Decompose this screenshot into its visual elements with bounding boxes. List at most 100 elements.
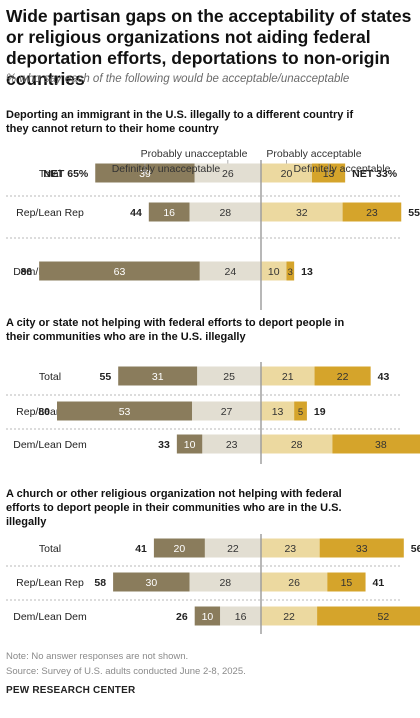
value-label-definitely-unacceptable: 10 (184, 439, 196, 451)
value-label-probably-acceptable: 23 (284, 543, 296, 555)
bar-probably-acceptable (261, 606, 318, 626)
bar-probably-acceptable (261, 366, 315, 386)
pew-research-center-logo: PEW RESEARCH CENTER (6, 685, 136, 696)
value-label-probably-acceptable: 32 (296, 207, 308, 219)
bar-definitely-unacceptable (39, 261, 200, 281)
diverging-bar-chart: Deporting an immigrant in the U.S. illeg… (6, 109, 420, 634)
bar-probably-unacceptable (194, 163, 261, 183)
net-unacceptable-label: 55 (100, 371, 112, 383)
value-label-probably-unacceptable: 28 (219, 577, 231, 589)
value-label-probably-acceptable: 26 (288, 577, 300, 589)
net-unacceptable-label: 26 (176, 611, 188, 623)
net-acceptable-label: 19 (314, 406, 326, 418)
source-note: Source: Survey of U.S. adults conducted … (6, 666, 246, 677)
value-label-probably-acceptable: 22 (283, 611, 295, 623)
group-label: Dem/Lean Dem (13, 611, 87, 623)
value-label-probably-acceptable: 20 (281, 168, 293, 180)
value-label-definitely-unacceptable: 63 (114, 266, 126, 278)
bar-probably-unacceptable (199, 261, 261, 281)
panel-title: their communities who are in the U.S. il… (6, 331, 246, 343)
bar-probably-acceptable (261, 434, 333, 454)
bar-definitely-unacceptable (194, 606, 221, 626)
bar-definitely-acceptable (286, 261, 295, 281)
net-unacceptable-label: 41 (135, 543, 147, 555)
bar-definitely-acceptable (327, 572, 366, 592)
value-label-definitely-acceptable: 22 (337, 371, 349, 383)
footnote: Note: No answer responses are not shown. (6, 651, 189, 662)
value-label-definitely-unacceptable: 30 (146, 577, 158, 589)
net-acceptable-label: NET 33% (352, 168, 398, 180)
net-unacceptable-label: 86 (20, 266, 32, 278)
chart-title: Wide partisan gaps on the acceptability … (6, 6, 412, 89)
value-label-probably-unacceptable: 26 (222, 168, 234, 180)
value-label-probably-acceptable: 10 (268, 266, 280, 278)
legend-label-definitely-acceptable: Definitely acceptable (294, 163, 391, 175)
net-unacceptable-label: 58 (94, 577, 106, 589)
bar-probably-acceptable (261, 261, 287, 281)
value-label-probably-acceptable: 21 (282, 371, 294, 383)
bar-probably-acceptable (261, 538, 320, 558)
net-acceptable-label: 43 (378, 371, 390, 383)
value-label-definitely-acceptable: 38 (375, 439, 387, 451)
panel-title: A church or other religious organization… (6, 488, 342, 500)
bar-definitely-unacceptable (153, 538, 205, 558)
bar-probably-unacceptable (202, 434, 261, 454)
bar-definitely-unacceptable (113, 572, 190, 592)
value-label-probably-acceptable: 13 (272, 406, 284, 418)
panel-title: they cannot return to their home country (6, 123, 220, 135)
group-label: Total (39, 543, 61, 555)
group-label: Rep/Lean Rep (16, 207, 84, 219)
value-label-probably-unacceptable: 28 (219, 207, 231, 219)
value-label-probably-unacceptable: 27 (221, 406, 233, 418)
bar-probably-acceptable (261, 202, 343, 222)
legend-label-probably-acceptable: Probably acceptable (266, 148, 361, 160)
panel-title: A city or state not helping with federal… (6, 317, 344, 329)
legend-label-definitely-unacceptable: Definitely unacceptable (112, 163, 221, 175)
value-label-definitely-unacceptable: 31 (152, 371, 164, 383)
value-label-definitely-acceptable: 33 (356, 543, 368, 555)
panel-title: Deporting an immigrant in the U.S. illeg… (6, 109, 353, 121)
bar-probably-acceptable (261, 572, 328, 592)
bar-definitely-unacceptable (148, 202, 190, 222)
bar-probably-unacceptable (189, 202, 261, 222)
bar-definitely-unacceptable (118, 366, 198, 386)
chart-subtitle: % who say each of the following would be… (6, 73, 350, 85)
bar-definitely-acceptable (294, 401, 307, 421)
value-label-definitely-acceptable: 23 (366, 207, 378, 219)
value-label-definitely-unacceptable: 20 (174, 543, 186, 555)
value-label-definitely-unacceptable: 10 (202, 611, 214, 623)
bar-probably-unacceptable (189, 572, 261, 592)
value-label-probably-unacceptable: 25 (223, 371, 235, 383)
value-label-probably-unacceptable: 22 (227, 543, 239, 555)
net-unacceptable-label: 80 (38, 406, 50, 418)
net-unacceptable-label: NET 65% (43, 168, 89, 180)
panel-title: efforts to deport people in their commun… (6, 502, 342, 514)
value-label-definitely-acceptable: 15 (341, 577, 353, 589)
group-label: Total (39, 168, 61, 180)
net-acceptable-label: 56 (411, 543, 420, 555)
group-label: Rep/Lean Rep (16, 577, 84, 589)
bar-definitely-acceptable (319, 538, 404, 558)
bar-probably-acceptable (261, 163, 312, 183)
bar-definitely-acceptable (342, 202, 402, 222)
bar-probably-acceptable (261, 401, 295, 421)
bar-probably-unacceptable (220, 606, 261, 626)
bar-definitely-unacceptable (57, 401, 193, 421)
group-label: Dem/Lean Dem (13, 439, 87, 451)
bar-probably-unacceptable (204, 538, 261, 558)
bar-probably-unacceptable (197, 366, 261, 386)
bar-definitely-acceptable (317, 606, 420, 626)
value-label-definitely-acceptable: 5 (298, 407, 303, 418)
net-unacceptable-label: 33 (158, 439, 170, 451)
bar-definitely-acceptable (314, 366, 371, 386)
bar-definitely-unacceptable (176, 434, 203, 454)
legend-label-probably-unacceptable: Probably unacceptable (141, 148, 248, 160)
bar-definitely-acceptable (332, 434, 420, 454)
net-unacceptable-label: 44 (130, 207, 142, 219)
value-label-probably-unacceptable: 24 (225, 266, 237, 278)
value-label-probably-acceptable: 28 (291, 439, 303, 451)
value-label-definitely-unacceptable: 16 (163, 207, 175, 219)
value-label-definitely-acceptable: 3 (288, 267, 293, 278)
value-label-probably-unacceptable: 23 (226, 439, 238, 451)
bar-probably-unacceptable (192, 401, 261, 421)
